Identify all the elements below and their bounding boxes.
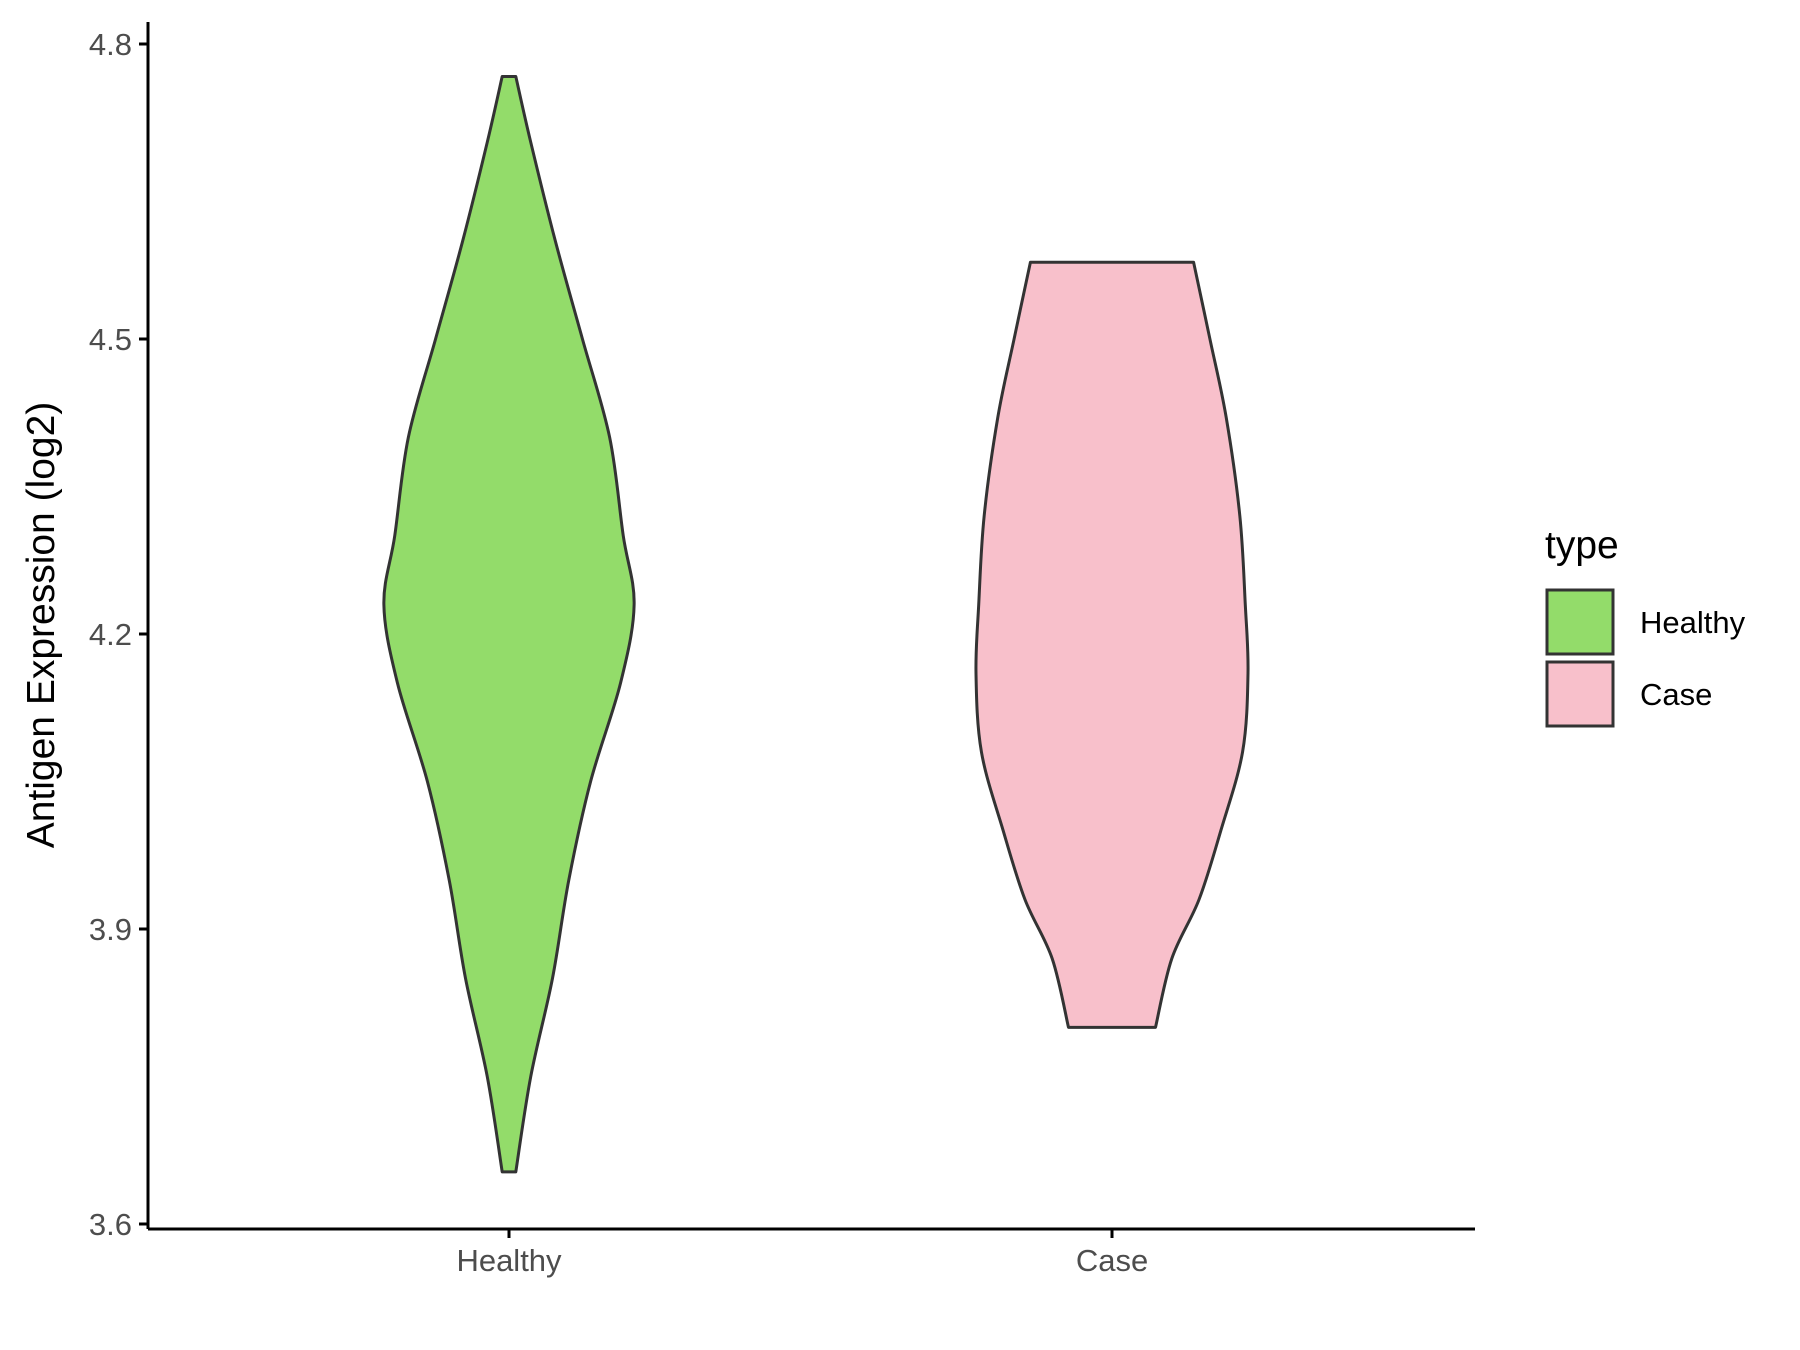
y-tick-label: 4.5 <box>89 322 132 357</box>
y-axis-title: Antigen Expression (log2) <box>20 402 63 849</box>
x-tick-label: Case <box>1076 1243 1148 1278</box>
violins-layer <box>382 74 1250 1174</box>
legend-entries: Healthy Case <box>1545 588 1746 728</box>
y-tick-label: 4.8 <box>89 27 132 62</box>
legend-title: type <box>1545 524 1619 567</box>
y-tick-label: 3.6 <box>89 1207 132 1242</box>
y-tick-label: 4.2 <box>89 617 132 652</box>
x-ticks: Healthy Case <box>456 1229 1148 1278</box>
legend: type Healthy Case <box>1545 524 1746 728</box>
legend-label-case: Case <box>1640 677 1712 712</box>
legend-label-healthy: Healthy <box>1640 605 1746 640</box>
axes-layer: 3.6 3.9 4.2 4.5 4.8 Healthy Case Antigen Expr… <box>20 22 1475 1278</box>
violin-case <box>974 260 1250 1029</box>
violin-healthy <box>382 74 636 1174</box>
y-tick-label: 3.9 <box>89 912 132 947</box>
y-ticks: 3.6 3.9 4.2 4.5 4.8 <box>89 27 148 1242</box>
legend-key-case <box>1545 660 1615 728</box>
legend-key-healthy <box>1545 588 1615 656</box>
x-tick-label: Healthy <box>456 1243 562 1278</box>
